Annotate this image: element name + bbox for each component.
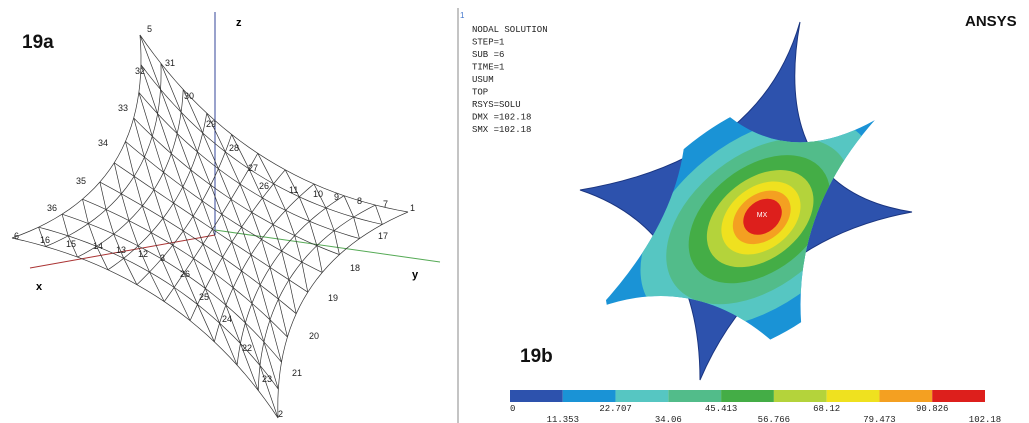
node-label: 5 — [147, 24, 152, 34]
mesh-line — [62, 214, 77, 257]
node-label: 26 — [180, 269, 190, 279]
legend-label: 0 — [510, 404, 515, 414]
node-label: 26 — [259, 181, 269, 191]
legend-label: 79.473 — [863, 415, 895, 423]
info-line: SUB =6 — [472, 50, 504, 60]
node-label: 14 — [93, 241, 103, 251]
mesh — [12, 35, 408, 418]
axis-label: y — [412, 269, 419, 281]
mesh-line — [232, 134, 297, 313]
legend-label: 68.12 — [813, 404, 840, 414]
axis-label: x — [36, 281, 43, 293]
node-label: 11 — [289, 185, 298, 195]
legend-label: 34.06 — [655, 415, 682, 423]
node-label: 18 — [350, 263, 360, 273]
info-line: USUM — [472, 75, 494, 85]
node-label: 24 — [222, 314, 232, 324]
node-label: 32 — [135, 66, 145, 76]
legend-label: 22.707 — [599, 404, 631, 414]
node-label: 10 — [313, 189, 323, 199]
info-line: SMX =102.18 — [472, 125, 531, 135]
mesh-line — [237, 196, 344, 365]
node-label: 30 — [184, 91, 194, 101]
panel-label: 19b — [520, 346, 553, 367]
legend-swatch — [827, 390, 880, 402]
mesh-line — [139, 92, 237, 365]
mesh-line — [278, 212, 408, 418]
legend-swatch — [616, 390, 669, 402]
node-label: 17 — [378, 231, 388, 241]
legend-label: 56.766 — [758, 415, 790, 423]
info-line: TOP — [472, 88, 488, 98]
mesh-line — [12, 238, 278, 418]
legend-swatch — [774, 390, 827, 402]
legend-label: 11.353 — [547, 415, 579, 423]
mesh-line — [114, 163, 164, 302]
mesh-line — [125, 141, 190, 320]
legend-swatch — [721, 390, 774, 402]
node-label: 8 — [357, 196, 362, 206]
info-line: DMX =102.18 — [472, 113, 531, 123]
node-label: 21 — [292, 368, 302, 378]
info-line: TIME=1 — [472, 63, 504, 73]
legend-label: 102.18 — [969, 415, 1001, 423]
mesh-line — [258, 153, 308, 292]
node-label: 22 — [242, 343, 252, 353]
mesh-line — [62, 214, 281, 362]
node-label: 19 — [328, 293, 338, 303]
figure: 19a z x y MX 1 ANSYS NODAL SOLUTION STEP=… — [0, 0, 1029, 423]
legend-swatch — [879, 390, 932, 402]
info-line: RSYS=SOLU — [472, 100, 521, 110]
mesh-line — [161, 63, 278, 389]
legend: 0 11.353 22.707 34.06 45.413 56.766 68.12 79.47… — [510, 390, 1001, 423]
mesh-line — [125, 141, 322, 272]
legend-swatch — [932, 390, 985, 402]
mesh-line — [12, 35, 141, 238]
node-label: 1 — [410, 203, 415, 213]
legend-swatch — [510, 390, 563, 402]
node-label: 2 — [278, 409, 283, 419]
legend-label: 90.826 — [916, 404, 948, 414]
legend-swatch — [563, 390, 616, 402]
page: 19a z x y MX 1 ANSYS NODAL SOLUTION STEP=… — [0, 0, 1029, 423]
node-label: 27 — [248, 163, 258, 173]
node-label: 20 — [309, 331, 319, 341]
node-label: 9 — [334, 192, 339, 202]
node-label: 31 — [165, 58, 175, 68]
node-label: 6 — [14, 231, 19, 241]
node-label: 29 — [206, 119, 216, 129]
contours — [555, 34, 960, 415]
node-label: 35 — [76, 176, 86, 186]
mesh-line — [83, 199, 108, 270]
node-label: 25 — [199, 292, 209, 302]
node-label: 34 — [98, 138, 108, 148]
node-label: 15 — [66, 239, 76, 249]
y-axis — [215, 230, 440, 262]
node-label: 28 — [229, 143, 239, 153]
info-line: NODAL SOLUTION — [472, 25, 548, 35]
node-label: 13 — [116, 245, 126, 255]
info-block: NODAL SOLUTION STEP=1 SUB =6 TIME=1 USUM TOP R… — [472, 25, 548, 135]
mesh-line — [137, 134, 232, 284]
panel-label: 19a — [22, 32, 54, 53]
node-label: 7 — [383, 199, 388, 209]
node-label: 33 — [118, 103, 128, 113]
node-label: 16 — [40, 235, 50, 245]
window-number: 1 — [460, 11, 465, 20]
node-label: 36 — [47, 203, 57, 213]
axis-label: z — [236, 17, 242, 29]
mesh-line — [375, 205, 382, 224]
legend-label: 45.413 — [705, 404, 737, 414]
legend-swatch — [668, 390, 721, 402]
node-label: 3 — [160, 253, 165, 263]
node-label: 12 — [138, 249, 148, 259]
mesh-line — [78, 89, 184, 257]
logo: ANSYS — [965, 13, 1017, 30]
info-line: STEP=1 — [472, 38, 504, 48]
max-label: MX — [757, 212, 768, 219]
node-label: 23 — [262, 374, 272, 384]
